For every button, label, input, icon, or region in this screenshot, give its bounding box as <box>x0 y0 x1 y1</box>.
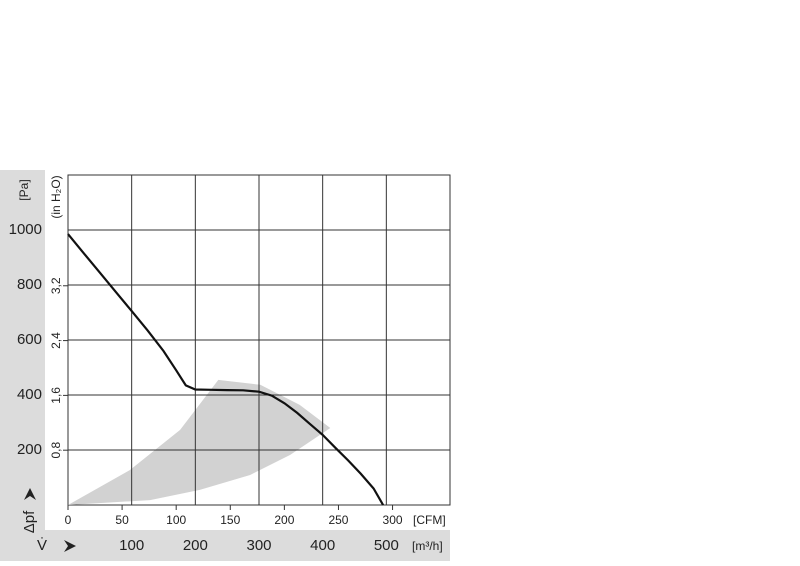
x2-unit: [CFM] <box>413 513 446 527</box>
y2-tick-label: 3,2 <box>49 277 63 294</box>
x-tick-label: 200 <box>183 537 208 554</box>
x2-tick-label: 150 <box>220 513 240 527</box>
area <box>68 379 331 505</box>
x2-tick-label: 250 <box>328 513 348 527</box>
y2-tick-label: 0,8 <box>49 442 63 459</box>
y-tick-label: 600 <box>17 331 42 348</box>
y-label: Δpf <box>21 510 38 533</box>
y-tick-label: 400 <box>17 386 42 403</box>
y-tick-label: 200 <box>17 441 42 458</box>
x-tick-label: 500 <box>374 537 399 554</box>
y2-tick-label: 2,4 <box>49 332 63 349</box>
x2-tick-label: 0 <box>65 513 72 527</box>
curve <box>67 233 385 506</box>
y-tick-label: 800 <box>17 276 42 293</box>
y2-unit: (in H₂O) <box>49 175 63 218</box>
x2-tick-label: 50 <box>115 513 129 527</box>
x2-tick-label: 100 <box>166 513 186 527</box>
x2-tick-label: 300 <box>383 513 403 527</box>
y-band <box>0 170 45 561</box>
x-unit: [m³/h] <box>412 539 443 553</box>
y-arrow <box>24 488 36 500</box>
y2-tick-label: 1,6 <box>49 387 63 404</box>
x2-tick-label: 200 <box>274 513 294 527</box>
x-arrow <box>64 540 76 552</box>
y-unit: [Pa] <box>17 179 31 200</box>
x-tick-label: 300 <box>246 537 271 554</box>
y-tick-label: 1000 <box>9 221 42 238</box>
x-tick-label: 400 <box>310 537 335 554</box>
x-label: V̇ <box>37 537 47 554</box>
x-tick-label: 100 <box>119 537 144 554</box>
